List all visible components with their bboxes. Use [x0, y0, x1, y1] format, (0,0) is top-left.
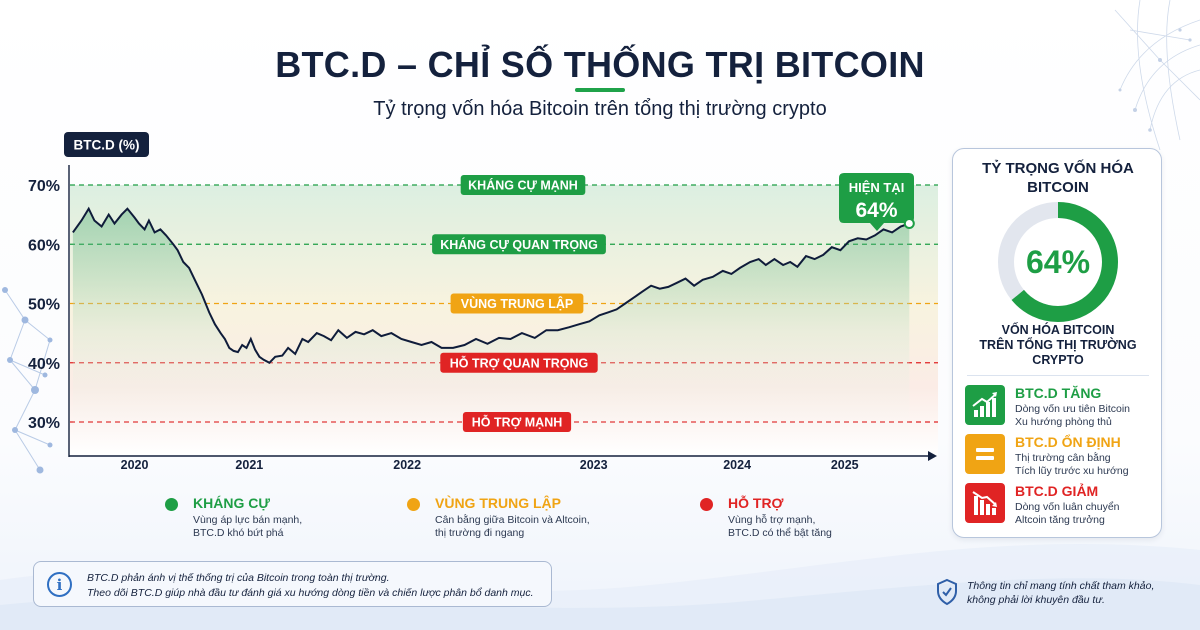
y-tick-label: 50% [28, 297, 60, 314]
zone-label-text-0: KHÁNG CỰ MẠNH [468, 178, 578, 193]
x-tick-label: 2022 [393, 458, 421, 470]
legend-support: HỖ TRỢ Vùng hỗ trợ mạnh, BTC.D có thể bậ… [700, 495, 950, 545]
caption-line2: TRÊN TỔNG THỊ TRƯỜNG [979, 338, 1137, 352]
info-icon: i [47, 572, 72, 597]
dominance-line [72, 206, 910, 365]
stat-falling-line2: Altcoin tăng trưởng [1015, 514, 1105, 526]
y-tick-label: 70% [28, 178, 60, 195]
stat-falling-title: BTC.D GIẢM [1015, 483, 1099, 499]
donut-caption: VỐN HÓA BITCOIN TRÊN TỔNG THỊ TRƯỜNG CRY… [953, 323, 1163, 368]
legend-resistance-title: KHÁNG CỰ [193, 495, 270, 511]
side-title-line1: TỶ TRỌNG VỐN HÓA [982, 160, 1134, 177]
legend-neutral-line2: thị trường đi ngang [435, 527, 525, 539]
side-title-line2: BITCOIN [1027, 179, 1089, 196]
zone-label-text-3: HỖ TRỢ QUAN TRỌNG [450, 355, 588, 370]
stat-stable-line2: Tích lũy trước xu hướng [1015, 465, 1129, 477]
legend-neutral: VÙNG TRUNG LẬP Cân bằng giữa Bitcoin và … [407, 495, 657, 545]
dominance-side-panel: TỶ TRỌNG VỐN HÓA BITCOIN 64% VỐN HÓA BIT… [952, 148, 1162, 538]
shield-check-icon [937, 578, 957, 606]
info-line2: Theo dõi BTC.D giúp nhà đầu tư đánh giá … [87, 587, 534, 599]
btc-dominance-chart: 70% 60% 50% 40% 30% 2020 2021 2022 2023 2024 2025… [28, 132, 938, 470]
x-tick-label: 2025 [831, 458, 859, 470]
x-tick-label: 2024 [723, 458, 751, 470]
x-axis-arrow [928, 451, 937, 461]
zone-label-bg-2 [450, 293, 584, 314]
zone-label-2: VÙNG TRUNG LẬP [450, 293, 584, 314]
zone-label-text-4: HỖ TRỢ MẠNH [472, 415, 563, 430]
legend-resistance-line1: Vùng áp lực bán mạnh, [193, 514, 303, 526]
chart-down-icon [965, 483, 1005, 523]
svg-text:64%: 64% [855, 199, 897, 222]
x-tick-label: 2023 [580, 458, 608, 470]
disclaimer: Thông tin chỉ mang tính chất tham khảo, … [935, 578, 1175, 610]
stat-falling-line1: Dòng vốn luân chuyển [1015, 501, 1120, 513]
stat-rising-line1: Dòng vốn ưu tiên Bitcoin [1015, 403, 1131, 415]
donut-fill [998, 202, 1118, 322]
side-divider [967, 375, 1149, 376]
stat-rising: BTC.D TĂNG Dòng vốn ưu tiên Bitcoin Xu h… [965, 385, 1155, 431]
y-tick-label: 30% [28, 415, 60, 432]
legend-resistance: KHÁNG CỰ Vùng áp lực bán mạnh, BTC.D khó… [165, 495, 415, 545]
stat-falling: BTC.D GIẢM Dòng vốn luân chuyển Altcoin … [965, 483, 1155, 529]
legend-neutral-title: VÙNG TRUNG LẬP [435, 495, 561, 511]
dominance-donut: 64% [993, 197, 1123, 327]
page-subtitle: Tỷ trọng vốn hóa Bitcoin trên tổng thị t… [373, 98, 827, 120]
disclaimer-line1: Thông tin chỉ mang tính chất tham khảo, [967, 580, 1155, 592]
y-tick-label: 60% [28, 237, 60, 254]
stat-stable-line1: Thị trường cân bằng [1015, 452, 1111, 464]
svg-text:HIỆN TẠI: HIỆN TẠI [849, 180, 905, 195]
zone-label-1: KHÁNG CỰ QUAN TRỌNG [432, 234, 606, 255]
legend-support-line2: BTC.D có thể bật tăng [728, 527, 832, 539]
equals-icon [965, 434, 1005, 474]
y-tick-label: 40% [28, 356, 60, 373]
current-value-marker [903, 218, 915, 230]
dominance-area [72, 208, 910, 456]
zone-label-4: HỖ TRỢ MẠNH [462, 412, 572, 432]
current-value-badge: HIỆN TẠI 64% [839, 173, 914, 231]
zone-label-text-2: VÙNG TRUNG LẬP [461, 296, 574, 311]
x-tick-label: 2020 [121, 458, 149, 470]
disclaimer-line2: không phải lời khuyên đầu tư. [967, 594, 1105, 606]
zone-label-bg-4 [462, 412, 572, 432]
chart-up-icon [965, 385, 1005, 425]
legend-resistance-dot [165, 498, 178, 511]
zone-label-bg-3 [440, 352, 598, 373]
caption-line1: VỐN HÓA BITCOIN [1001, 323, 1115, 337]
info-line1: BTC.D phản ánh vị thế thống trị của Bitc… [87, 572, 390, 584]
zone-label-bg-0 [460, 175, 586, 195]
x-tick-label: 2021 [235, 458, 263, 470]
legend-resistance-line2: BTC.D khó bứt phá [193, 527, 284, 539]
side-panel-title: TỶ TRỌNG VỐN HÓA BITCOIN [953, 159, 1163, 197]
donut-chart [998, 202, 1118, 322]
svg-text:BTC.D (%): BTC.D (%) [74, 138, 140, 153]
title-underline [575, 88, 625, 92]
zone-label-text-1: KHÁNG CỰ QUAN TRỌNG [440, 237, 598, 252]
y-axis-title: BTC.D (%) [64, 132, 149, 157]
legend-neutral-line1: Cân bằng giữa Bitcoin và Altcoin, [435, 514, 590, 526]
page-title: BTC.D – CHỈ SỐ THỐNG TRỊ BITCOIN [275, 44, 925, 85]
legend-support-title: HỖ TRỢ [728, 495, 784, 511]
zone-label-bg-1 [432, 234, 606, 255]
caption-line3: CRYPTO [1032, 353, 1084, 367]
stat-rising-title: BTC.D TĂNG [1015, 385, 1102, 401]
info-box: i BTC.D phản ánh vị thế thống trị của Bi… [33, 561, 552, 607]
stat-stable-title: BTC.D ỔN ĐỊNH [1015, 434, 1121, 450]
legend-support-line1: Vùng hỗ trợ mạnh, [728, 514, 816, 526]
donut-value: 64% [1025, 243, 1091, 280]
zone-label-0: KHÁNG CỰ MẠNH [460, 175, 586, 195]
legend-neutral-dot [407, 498, 420, 511]
zone-label-3: HỖ TRỢ QUAN TRỌNG [440, 352, 598, 373]
stat-rising-line2: Xu hướng phòng thủ [1015, 416, 1112, 428]
stat-stable: BTC.D ỔN ĐỊNH Thị trường cân bằng Tích l… [965, 434, 1155, 480]
legend-support-dot [700, 498, 713, 511]
